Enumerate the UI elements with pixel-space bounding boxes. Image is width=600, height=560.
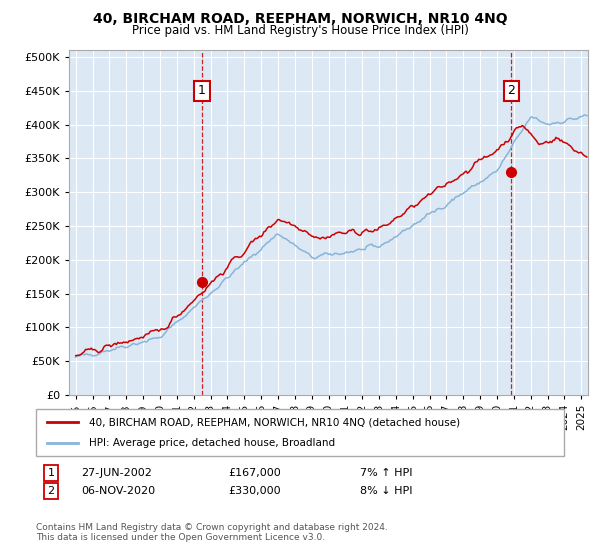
Text: HPI: Average price, detached house, Broadland: HPI: Average price, detached house, Broa…	[89, 438, 335, 448]
Text: 40, BIRCHAM ROAD, REEPHAM, NORWICH, NR10 4NQ (detached house): 40, BIRCHAM ROAD, REEPHAM, NORWICH, NR10…	[89, 417, 460, 427]
FancyBboxPatch shape	[36, 409, 564, 456]
Text: Contains HM Land Registry data © Crown copyright and database right 2024.: Contains HM Land Registry data © Crown c…	[36, 523, 388, 532]
Text: 40, BIRCHAM ROAD, REEPHAM, NORWICH, NR10 4NQ: 40, BIRCHAM ROAD, REEPHAM, NORWICH, NR10…	[92, 12, 508, 26]
Text: £167,000: £167,000	[228, 468, 281, 478]
Text: 8% ↓ HPI: 8% ↓ HPI	[360, 486, 413, 496]
Text: 2: 2	[507, 85, 515, 97]
Text: 27-JUN-2002: 27-JUN-2002	[81, 468, 152, 478]
Text: This data is licensed under the Open Government Licence v3.0.: This data is licensed under the Open Gov…	[36, 533, 325, 542]
Text: 06-NOV-2020: 06-NOV-2020	[81, 486, 155, 496]
Text: 2: 2	[47, 486, 55, 496]
Text: Price paid vs. HM Land Registry's House Price Index (HPI): Price paid vs. HM Land Registry's House …	[131, 24, 469, 36]
Text: £330,000: £330,000	[228, 486, 281, 496]
Text: 1: 1	[47, 468, 55, 478]
Text: 1: 1	[198, 85, 206, 97]
Text: 7% ↑ HPI: 7% ↑ HPI	[360, 468, 413, 478]
